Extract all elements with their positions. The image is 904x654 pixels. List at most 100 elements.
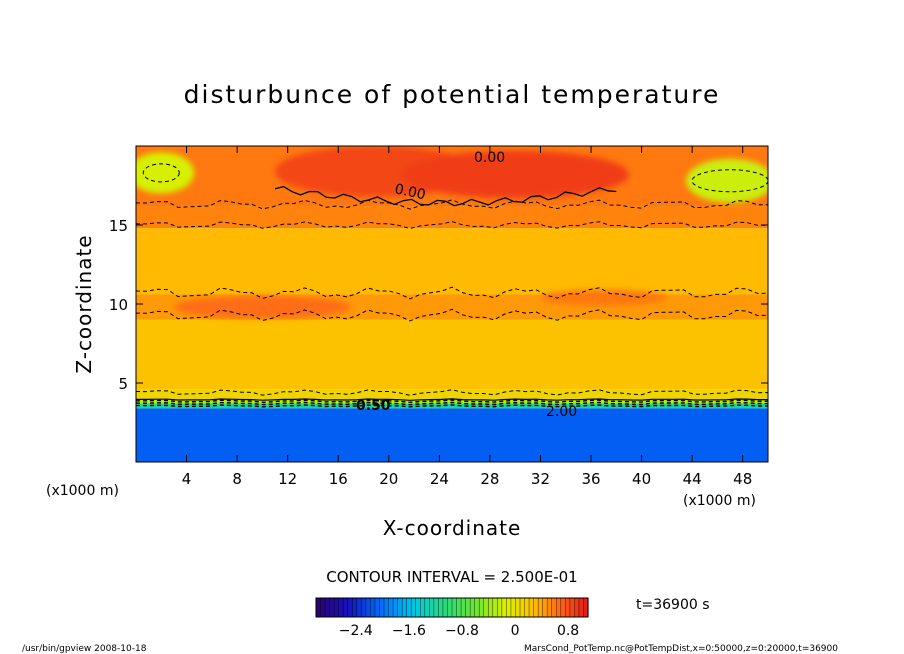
contour-label: 0.50 [356,398,391,414]
contour-line [136,404,768,408]
colorbar-cell [334,598,340,617]
contour-labels: 0.00 0.00 0.50 2.00 [356,150,577,420]
heatmap-anomaly [685,158,768,203]
x-axis-label: X-coordinate [383,516,522,540]
colorbar-cell [347,598,353,617]
x-tick-label: 20 [379,470,398,488]
colorbar-cell [370,598,376,617]
contour-line [136,286,768,300]
y-axis-ticks: 5 10 15 [109,217,768,393]
colorbar-cell [415,598,421,617]
contour-line [274,185,617,207]
colorbar-cell [438,598,444,617]
colorbar-cell [506,598,512,617]
colorbar-cell [365,598,371,617]
colorbar-cell [479,598,485,617]
x-tick-label: 48 [733,470,752,488]
colorbar-cell [374,598,381,617]
colorbar-cell [361,598,367,617]
colorbar-cell [388,598,394,617]
colorbar-cell [574,598,580,617]
y-tick-label: 10 [109,296,128,314]
colorbar-cell [452,598,458,617]
x-tick-label: 44 [683,470,702,488]
colorbar-tick-label: −1.6 [392,623,426,639]
colorbar-cell [420,598,426,617]
heatmap-band [136,403,768,409]
x-tick-label: 36 [581,470,600,488]
colorbar-cell [488,598,494,617]
heatmap-band [136,206,768,229]
x-axis-ticks: 4 8 12 16 20 24 28 32 36 40 44 48 [182,146,752,488]
colorbar-cell [515,598,521,617]
colorbar-cell [393,598,399,617]
contour-label: 2.00 [546,404,577,420]
colorbar-cell [474,598,480,617]
colorbar-cell [470,598,476,617]
x-tick-label: 28 [480,470,499,488]
colorbar-cell [547,598,553,617]
colorbar-cell [442,598,449,617]
heatmap-band [136,228,768,295]
colorbar-frame [315,597,589,618]
colorbar-ticks: −2.4 −1.6 −0.8 0 0.8 [339,623,579,639]
colorbar-cell [384,598,390,617]
colorbar-cell [429,598,435,617]
colorbar-cell [483,598,489,617]
colorbar-cell [465,598,471,617]
colorbar-cell [316,598,322,617]
x-tick-label: 16 [329,470,348,488]
footer-left: /usr/bin/gpview 2008-10-18 [22,644,147,654]
colorbar-cell [433,598,439,617]
colorbar-cell [565,598,571,617]
colorbar-cell [551,598,557,617]
x-tick-label: 40 [632,470,651,488]
contour-label: 0.00 [393,181,427,203]
time-label: t=36900 s [636,597,710,613]
colorbar-cell [533,598,539,617]
colorbar-cell [325,598,331,617]
contour-line [136,399,768,404]
colorbar-cell [520,598,526,617]
colorbar-cell [320,598,326,617]
footer-right: MarsCond_PotTemp.nc@PotTempDist,x=0:5000… [524,644,838,654]
contour-line [136,401,768,406]
colorbar-cell [397,598,403,617]
contour-line [136,221,768,230]
x-unit-right: (x1000 m) [683,493,756,509]
colorbar-cell [411,598,417,617]
colorbar-cell [402,598,408,617]
heatmap-band [136,319,768,390]
colorbar-cell [356,598,362,617]
colorbar-cell [524,598,530,617]
colorbar-cell [560,598,566,617]
colorbar-tick-label: −2.4 [339,623,373,639]
colorbar-cell [569,598,575,617]
heatmap-band [136,408,768,462]
colorbar-cell [501,598,507,617]
colorbar-cell [456,598,462,617]
contour-line [136,308,768,322]
colorbar-cell [424,598,430,617]
colorbar-cell [329,598,335,617]
heatmap-anomaly [136,152,195,194]
contour-line [142,163,180,183]
colorbar-cell [447,598,453,617]
colorbar-cell [343,598,349,617]
colorbar-cell [529,598,535,617]
chart-title: disturbunce of potential temperature [184,80,721,109]
anomaly-group [136,146,768,319]
colorbar-cell [338,598,344,617]
plot-fill [136,146,768,462]
contour-line [136,389,768,396]
heatmap-anomaly [540,289,667,306]
x-tick-label: 4 [182,470,192,488]
heatmap-anomaly [173,296,351,319]
y-tick-label: 15 [109,217,128,235]
colorbar-tick-label: −0.8 [445,623,479,639]
colorbar [315,598,589,617]
colorbar-cell [542,598,548,617]
heatmap-anomaly [401,150,629,199]
y-tick-label: 5 [118,375,128,393]
